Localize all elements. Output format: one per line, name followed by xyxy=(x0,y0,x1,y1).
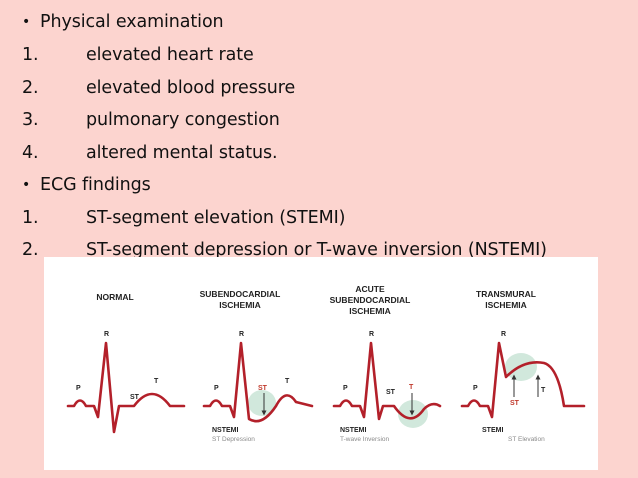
panel-normal: NORMAL R P ST T xyxy=(66,292,186,434)
bullet-text: Physical examination xyxy=(40,12,224,32)
ecg-diagram: NORMAL R P ST T SUBENDOCARDIAL ISCHEMIA … xyxy=(66,284,586,443)
highlight-st xyxy=(248,390,276,416)
panel-transmural-ischemia: TRANSMURAL ISCHEMIA R P ST T STEMI ST El… xyxy=(460,289,586,443)
panel-title: ISCHEMIA xyxy=(349,306,391,316)
ecg-trace-subendocardial xyxy=(202,341,314,423)
wave-label-p: P xyxy=(214,385,219,392)
list-text: ST-segment depression or T-wave inversio… xyxy=(86,240,547,260)
wave-label-r: R xyxy=(501,331,506,338)
list-text: elevated blood pressure xyxy=(86,78,296,98)
bullet-marker: • xyxy=(22,14,31,30)
wave-label-t: T xyxy=(285,378,290,385)
ecg-trace-acute xyxy=(332,341,442,421)
wave-label-st: ST xyxy=(258,385,268,392)
list-text: altered mental status. xyxy=(86,143,278,163)
panel-title: SUBENDOCARDIAL xyxy=(330,295,411,305)
wave-label-t: T xyxy=(154,378,159,385)
type-sublabel: ST Depression xyxy=(212,436,255,443)
panel-title: ISCHEMIA xyxy=(219,300,261,310)
ecg-trace-transmural xyxy=(460,341,586,419)
wave-label-t: T xyxy=(409,384,414,391)
list-text: ST-segment elevation (STEMI) xyxy=(86,208,346,228)
wave-label-p: P xyxy=(76,385,81,392)
ecg-figure: NORMAL R P ST T SUBENDOCARDIAL ISCHEMIA … xyxy=(44,257,598,470)
wave-label-r: R xyxy=(239,331,244,338)
wave-label-p: P xyxy=(343,385,348,392)
list-text: pulmonary congestion xyxy=(86,110,280,130)
list-number: 3. xyxy=(22,110,39,130)
list-number: 2. xyxy=(22,78,39,98)
bullet-text: ECG findings xyxy=(40,175,151,195)
panel-title: ISCHEMIA xyxy=(485,300,527,310)
wave-label-p: P xyxy=(473,385,478,392)
wave-label-st: ST xyxy=(510,400,520,407)
ecg-trace-normal xyxy=(66,341,186,434)
type-label: NSTEMI xyxy=(212,427,239,434)
wave-label-t: T xyxy=(541,387,546,394)
type-label: STEMI xyxy=(482,427,503,434)
list-number: 1. xyxy=(22,208,39,228)
type-label: NSTEMI xyxy=(340,427,367,434)
wave-label-r: R xyxy=(369,331,374,338)
panel-title: SUBENDOCARDIAL xyxy=(200,289,281,299)
panel-title: ACUTE xyxy=(355,284,385,294)
bullet-marker: • xyxy=(22,177,31,193)
list-number: 4. xyxy=(22,143,39,163)
type-sublabel: ST Elevation xyxy=(508,436,545,443)
wave-label-st: ST xyxy=(386,389,396,396)
list-text: elevated heart rate xyxy=(86,45,254,65)
wave-label-st: ST xyxy=(130,394,140,401)
panel-title: TRANSMURAL xyxy=(476,289,536,299)
list-number: 2. xyxy=(22,240,39,260)
panel-acute-subendocardial-ischemia: ACUTE SUBENDOCARDIAL ISCHEMIA R P ST T N… xyxy=(330,284,442,443)
list-number: 1. xyxy=(22,45,39,65)
type-sublabel: T-wave Inversion xyxy=(340,436,390,443)
wave-label-r: R xyxy=(104,331,109,338)
panel-title: NORMAL xyxy=(96,292,133,302)
panel-subendocardial-ischemia: SUBENDOCARDIAL ISCHEMIA R P ST T NSTEMI … xyxy=(200,289,314,443)
